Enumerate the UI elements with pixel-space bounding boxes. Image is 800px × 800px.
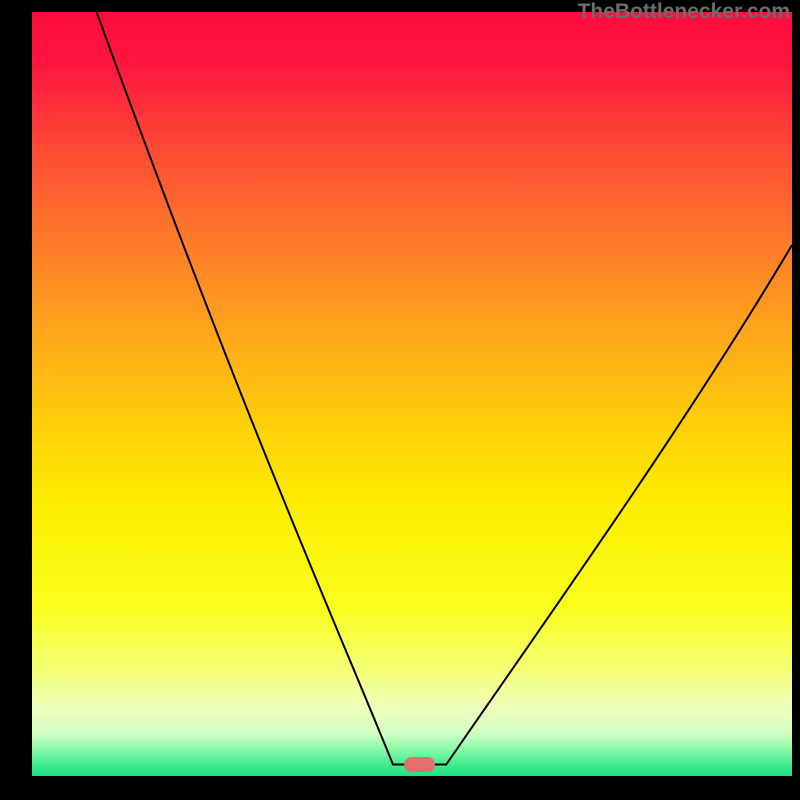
plot-area — [32, 12, 792, 776]
watermark-text: TheBottlenecker.com — [578, 0, 790, 24]
chart-frame: TheBottlenecker.com — [0, 0, 800, 800]
optimal-point-marker — [405, 758, 435, 772]
gradient-background — [32, 12, 792, 776]
